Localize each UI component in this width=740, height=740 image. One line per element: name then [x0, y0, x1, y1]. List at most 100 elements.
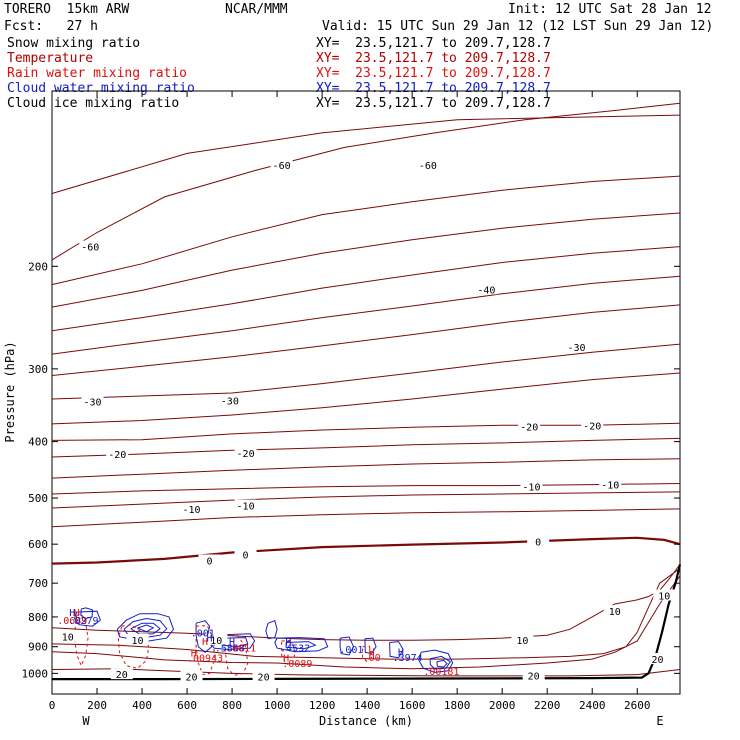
- isotherm-label-bg: [252, 670, 275, 682]
- cloud-water-contour: [195, 620, 213, 653]
- isotherm-label: -60: [273, 161, 291, 172]
- isotherm-label-bg: [205, 633, 228, 645]
- init-time: Init: 12 UTC Sat 28 Jan 12: [508, 2, 712, 17]
- isotherm-line: [51, 175, 681, 286]
- isotherm-label: -60: [419, 161, 437, 172]
- axes: 0 200 400 600 800 1000 1200 1400 1600 1800 2000 220…: [22, 91, 680, 712]
- isotherm-label-bg: [475, 283, 498, 295]
- isotherm-label: -10: [237, 502, 255, 513]
- field-legend-name: Cloud water mixing ratio: [7, 81, 195, 96]
- isotherm-line: [51, 422, 681, 441]
- isotherm-label-bg: [79, 240, 102, 252]
- forecast-hour: Fcst: 27 h: [4, 19, 98, 34]
- isotherm-label-bg: [599, 478, 622, 490]
- extremum-label: .3974: [393, 653, 423, 664]
- isotherm-line: [51, 491, 681, 509]
- extremum-label: H: [398, 648, 404, 659]
- isotherm-label-bg: [106, 447, 129, 459]
- cloud-water-contour: [265, 620, 278, 640]
- x-tick-label: 2200: [534, 699, 561, 712]
- isotherm-label-bg: [522, 669, 545, 681]
- field-legend-name: Temperature: [7, 51, 94, 66]
- isotherm-label: 0: [207, 556, 213, 567]
- extremum-label: .0011: [226, 643, 256, 654]
- isotherm-label: -30: [221, 397, 239, 408]
- cloud-water-contour: [339, 636, 355, 656]
- y-tick-label: 700: [28, 577, 48, 590]
- isotherm-line: [51, 372, 681, 425]
- extremum-label: H: [283, 654, 289, 665]
- isotherm-line: [51, 536, 681, 565]
- cloud-water-contour: [429, 655, 452, 670]
- center-label: NCAR/MMM: [225, 2, 288, 17]
- rain-contour: [224, 634, 249, 676]
- x-tick-label: 2600: [624, 699, 651, 712]
- y-tick-label: 900: [28, 641, 48, 654]
- isotherm-label-bg: [180, 670, 203, 682]
- isotherm-label: 10: [132, 636, 144, 647]
- extremum-label: H: [229, 638, 235, 649]
- isotherm-label: 0: [535, 538, 541, 549]
- cloud-water-contour: [418, 649, 454, 673]
- isotherm-line: [51, 668, 681, 677]
- y-tick-label: 500: [28, 492, 48, 505]
- y-tick-label: 1000: [22, 667, 49, 680]
- y-axis-label: Pressure (hPa): [3, 341, 17, 442]
- extremum-label: .00943: [187, 654, 223, 665]
- isotherm-label: 0: [243, 550, 249, 561]
- isotherm-label-bg: [527, 535, 550, 547]
- cloud-water-contours: [73, 607, 454, 673]
- isotherm-label: 20: [116, 670, 128, 681]
- isotherm-label-bg: [603, 605, 626, 617]
- isotherm-label-bg: [565, 340, 588, 352]
- isotherm-label: 20: [186, 672, 198, 683]
- field-legend-xy: XY= 23.5,121.7 to 209.7,128.7: [316, 66, 551, 81]
- isotherm-line: [51, 304, 681, 376]
- y-tick-label: 200: [28, 260, 48, 273]
- isotherm-line: [51, 102, 681, 261]
- x-tick-label: 1000: [264, 699, 291, 712]
- isotherm-label: 10: [516, 636, 528, 647]
- isotherm-label-bg: [270, 159, 293, 171]
- isotherm-label-bg: [81, 395, 104, 407]
- extremum-label: .00181: [423, 667, 459, 678]
- field-legend-name: Rain water mixing ratio: [7, 66, 188, 81]
- isotherm-label-bg: [511, 634, 534, 646]
- x-tick-label: 2400: [579, 699, 606, 712]
- x-tick-label: 1400: [354, 699, 381, 712]
- cloud-water-contour: [436, 659, 448, 668]
- isotherm-line: [51, 437, 681, 458]
- model-title: TORERO 15km ARW: [4, 2, 130, 17]
- isotherm-label: -20: [520, 423, 538, 434]
- cloud-water-contour: [137, 624, 155, 633]
- isotherm-line: [51, 246, 681, 332]
- rain-contour: [281, 639, 296, 665]
- isotherm-line: [51, 458, 681, 479]
- west-label: W: [82, 714, 90, 728]
- isotherm-label-bg: [56, 630, 79, 642]
- terrain: [52, 564, 682, 681]
- extremum-label: .5868: [215, 643, 245, 654]
- isotherm-label-bg: [110, 668, 133, 680]
- isotherm-label: -20: [108, 450, 126, 461]
- y-tick-label: 800: [28, 611, 48, 624]
- isotherm-label: -10: [522, 483, 540, 494]
- isotherm-line: [51, 483, 681, 495]
- extremum-label: H: [202, 637, 208, 648]
- extremum-label: H: [369, 648, 375, 659]
- y-tick-label: 400: [28, 436, 48, 449]
- isotherm-label: 10: [62, 632, 74, 643]
- cloud-water-contour: [274, 637, 329, 653]
- cloud-water-contour: [389, 641, 404, 659]
- isotherm-label: -20: [237, 449, 255, 460]
- extremum-label: H: [285, 638, 291, 649]
- isotherm-label: 20: [528, 672, 540, 683]
- extremum-label: H: [74, 608, 80, 619]
- temperature-contours: [51, 102, 681, 677]
- isotherm-label: -40: [477, 285, 495, 296]
- x-tick-label: 1600: [399, 699, 426, 712]
- cloud-water-contour: [364, 637, 377, 655]
- x-tick-label: 0: [49, 699, 56, 712]
- isotherm-label: -10: [183, 505, 201, 516]
